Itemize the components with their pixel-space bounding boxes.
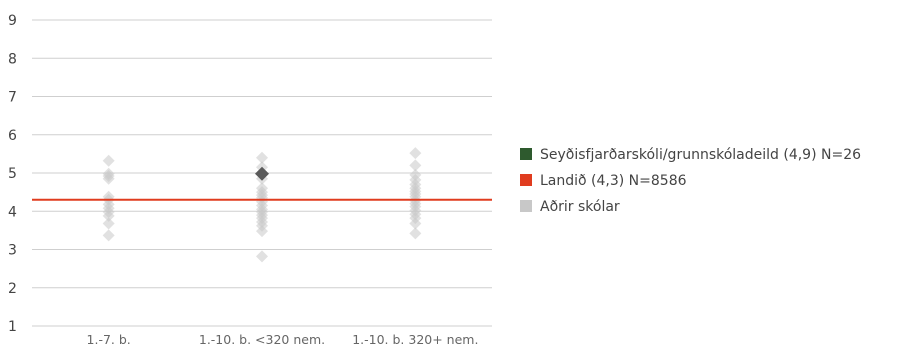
point-other-school [102, 209, 115, 222]
y-tick-label-5: 5 [8, 166, 17, 182]
x-category-label: 1.-10. b. 320+ nem. [352, 332, 478, 347]
point-other-school [102, 229, 115, 242]
y-tick-label-3: 3 [8, 243, 17, 259]
point-other-school [409, 159, 422, 172]
point-other-school [409, 227, 422, 240]
legend-label-0: Seyðisfjarðarskóli/grunnskóladeild (4,9)… [540, 147, 861, 163]
data-points [102, 147, 422, 263]
y-tick-label-7: 7 [8, 90, 17, 106]
legend-swatch-1 [520, 174, 532, 186]
y-tick-label-4: 4 [8, 204, 17, 220]
point-seydisfjardarskoli [255, 166, 269, 181]
point-other-school [256, 151, 268, 164]
point-other-school [256, 250, 268, 263]
point-other-school [102, 154, 115, 167]
point-other-school [102, 172, 115, 185]
legend-label-2: Aðrir skólar [540, 199, 620, 215]
y-tick-label-2: 2 [8, 281, 17, 297]
legend-swatch-0 [520, 148, 532, 160]
point-other-school [409, 217, 422, 230]
legend-label-1: Landið (4,3) N=8586 [540, 173, 687, 189]
point-other-school [102, 217, 115, 230]
legend: Seyðisfjarðarskóli/grunnskóladeild (4,9)… [520, 147, 861, 215]
x-axis-categories: 1.-7. b. 1.-10. b. <320 nem. 1.-10. b. 320… [87, 332, 479, 347]
point-other-school [409, 147, 422, 160]
x-category-label: 1.-10. b. <320 nem. [199, 332, 325, 347]
point-other-school [256, 225, 268, 238]
y-tick-label-6: 6 [8, 128, 17, 144]
legend-swatch-2 [520, 200, 532, 212]
y-axis-ticks: 1 2 3 4 5 6 7 8 9 [8, 13, 17, 335]
y-tick-label-8: 8 [8, 51, 17, 67]
y-tick-label-1: 1 [8, 319, 17, 335]
x-category-label: 1.-7. b. [87, 332, 131, 347]
y-tick-label-9: 9 [8, 13, 17, 29]
